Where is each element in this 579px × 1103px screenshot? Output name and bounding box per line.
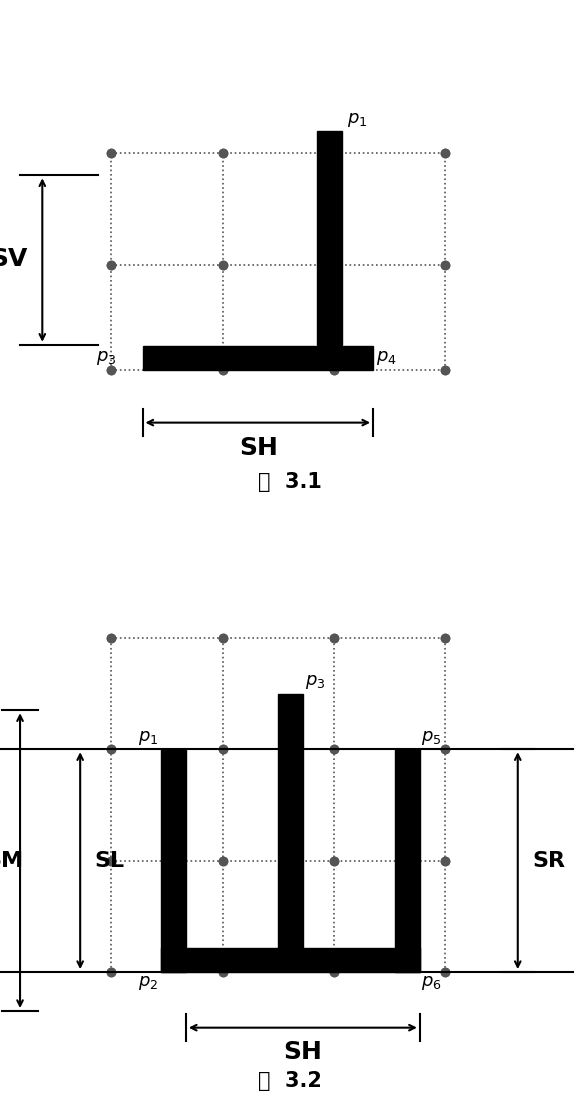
Bar: [162, 947, 420, 972]
Bar: [395, 749, 420, 972]
Text: SH: SH: [284, 1040, 323, 1064]
Text: SM: SM: [0, 850, 24, 870]
Bar: [278, 694, 303, 947]
Text: SH: SH: [239, 436, 278, 460]
Text: 图  3.1: 图 3.1: [258, 472, 321, 492]
Text: SR: SR: [532, 850, 565, 870]
Bar: [142, 346, 373, 371]
Text: SV: SV: [0, 247, 28, 271]
Text: $p_2$: $p_2$: [138, 974, 158, 993]
Text: SL: SL: [94, 850, 124, 870]
Text: $p_6$: $p_6$: [421, 974, 442, 993]
Bar: [162, 749, 186, 972]
Text: $p_3$: $p_3$: [97, 349, 117, 367]
Text: $p_1$: $p_1$: [347, 110, 368, 129]
Text: 图  3.2: 图 3.2: [258, 1071, 321, 1091]
Text: $p_5$: $p_5$: [421, 729, 441, 747]
Text: $p_3$: $p_3$: [305, 674, 325, 692]
Text: $p_2$: $p_2$: [347, 352, 368, 370]
Text: $p_4$: $p_4$: [305, 950, 326, 967]
Text: $p_4$: $p_4$: [376, 349, 397, 367]
Text: $p_1$: $p_1$: [138, 729, 158, 747]
Bar: [317, 131, 342, 344]
